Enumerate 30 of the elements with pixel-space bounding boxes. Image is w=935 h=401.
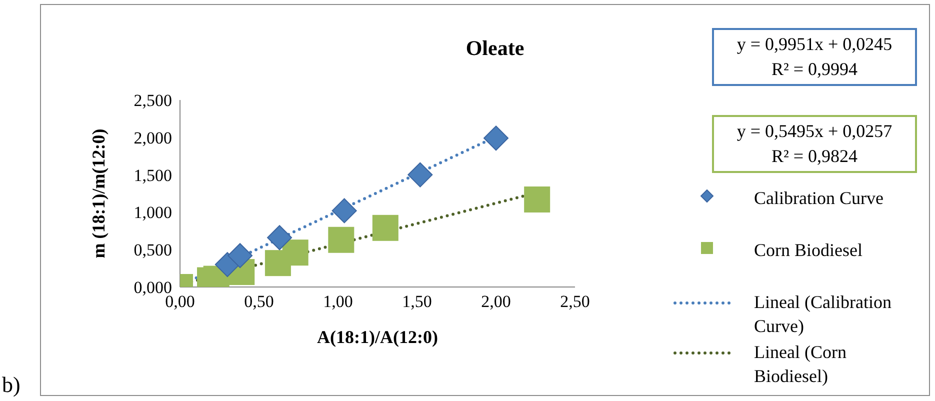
y-tick-label: 2,500 <box>134 91 172 110</box>
x-tick-label: 2,00 <box>481 292 511 312</box>
point <box>524 186 550 212</box>
y-tick-label: 1,000 <box>134 203 172 222</box>
chart-title: Oleate <box>464 36 526 61</box>
legend-label: Calibration Curve <box>754 186 922 210</box>
point <box>282 240 308 266</box>
x-axis-title: A(18:1)/A(12:0) <box>317 327 438 347</box>
y-axis-title: m (18:1)/m(12:0) <box>88 128 108 258</box>
text: b) <box>2 372 20 398</box>
legend-label: Corn Biodiesel <box>754 238 922 262</box>
x-tick-label: 0,00 <box>165 292 195 312</box>
y-tick-label: 2,000 <box>134 128 172 148</box>
text: y = 0,9951x + 0,0245 R² = 0,9994 <box>736 33 894 81</box>
point <box>408 162 433 188</box>
y-tick-label: 1,500 <box>134 166 172 185</box>
point <box>332 198 357 224</box>
x-tick-label: 1,00 <box>323 292 353 312</box>
point <box>328 226 354 253</box>
point <box>372 214 398 241</box>
y-tick-label: 0,500 <box>134 240 172 260</box>
x-tick-label: 0,50 <box>244 292 274 312</box>
point <box>484 126 508 151</box>
legend-label: Lineal (Calibration Curve) <box>754 290 922 338</box>
point <box>228 243 253 268</box>
point <box>267 225 292 250</box>
legend-label: Lineal (Corn Biodiesel) <box>754 340 922 388</box>
x-tick-label: 2,50 <box>560 292 590 312</box>
text: y = 0,5495x + 0,0257 R² = 0,9824 <box>736 120 894 168</box>
x-tick-label: 1,50 <box>402 292 432 312</box>
